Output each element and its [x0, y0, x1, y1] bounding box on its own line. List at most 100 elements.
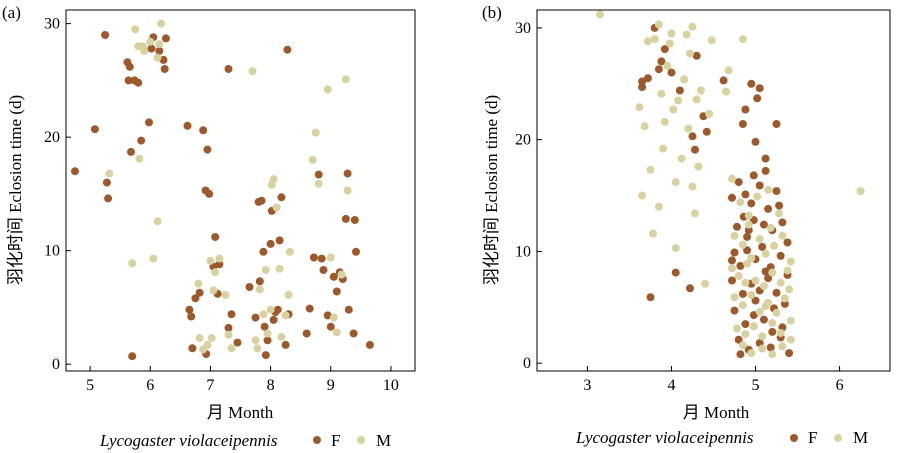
- plot-frame-a: [65, 9, 416, 372]
- point-m-b: [677, 154, 686, 163]
- point-m-b: [741, 278, 750, 287]
- point-m-b: [764, 185, 773, 194]
- point-m-a: [131, 25, 140, 34]
- point-m-b: [738, 341, 747, 350]
- y-tick-label-a: 10: [44, 243, 60, 260]
- point-m-b: [654, 202, 663, 211]
- point-f-a: [329, 272, 338, 281]
- point-f-a: [263, 336, 272, 345]
- point-f-b: [780, 299, 789, 308]
- point-m-b: [643, 37, 652, 46]
- point-m-b: [743, 259, 752, 268]
- point-f-a: [319, 266, 328, 274]
- point-f-a: [90, 125, 99, 134]
- point-m-a: [332, 328, 341, 337]
- x-tick-label-a: 6: [146, 377, 154, 394]
- panel-label-b: (b): [482, 3, 502, 22]
- point-m-b: [707, 36, 716, 45]
- point-m-b: [638, 191, 647, 200]
- point-m-b: [635, 103, 644, 112]
- point-f-a: [134, 78, 143, 87]
- point-f-a: [323, 311, 332, 320]
- point-f-a: [101, 31, 110, 39]
- legend-b: Lycogaster violaceipennis F M: [575, 428, 868, 447]
- point-f-b: [730, 306, 739, 315]
- panel-b: (b) 3 4 5 6 0 10 20 30 月 Month 羽化时间 Eclosion ti…: [482, 3, 891, 447]
- point-f-a: [104, 194, 113, 203]
- point-m-a: [155, 40, 164, 49]
- point-f-b: [751, 296, 760, 305]
- point-f-b: [733, 222, 741, 231]
- point-f-b: [772, 120, 781, 128]
- point-f-a: [160, 65, 169, 73]
- point-m-a: [207, 334, 216, 343]
- point-m-b: [654, 20, 663, 29]
- point-m-b: [671, 244, 680, 253]
- point-m-b: [733, 324, 741, 333]
- point-f-b: [775, 201, 784, 210]
- point-f-a: [155, 46, 164, 55]
- point-f-a: [227, 310, 236, 319]
- point-m-b: [730, 231, 739, 240]
- x-tick-label-a: 10: [383, 377, 399, 394]
- y-tick-label-a: 0: [52, 356, 60, 373]
- point-f-b: [744, 226, 753, 235]
- point-m-a: [128, 259, 137, 268]
- point-m-a: [251, 336, 260, 345]
- point-f-b: [749, 311, 758, 320]
- point-m-b: [775, 209, 784, 218]
- point-m-b: [691, 209, 699, 218]
- point-m-a: [203, 340, 212, 349]
- y-axis-title-b: 羽化时间 Eclosion time (d): [482, 95, 501, 285]
- point-m-b: [768, 350, 777, 359]
- x-tick-label-a: 9: [327, 377, 335, 394]
- point-f-a: [273, 305, 282, 314]
- point-m-a: [285, 247, 294, 256]
- point-m-b: [758, 332, 767, 341]
- point-m-b: [728, 264, 736, 273]
- axis-ticks-b: 3 4 5 6 0 10 20 30: [515, 20, 844, 394]
- point-m-b: [753, 192, 762, 201]
- point-f-b: [675, 86, 684, 95]
- point-m-a: [266, 305, 275, 314]
- point-m-a: [323, 85, 332, 94]
- point-f-b: [736, 350, 745, 359]
- point-f-a: [257, 196, 266, 205]
- point-f-a: [102, 178, 111, 187]
- point-f-a: [185, 305, 194, 314]
- point-f-a: [203, 145, 212, 154]
- point-m-b: [596, 10, 604, 19]
- x-tick-label-a: 5: [86, 377, 94, 394]
- point-f-b: [768, 327, 777, 336]
- point-f-b: [761, 267, 770, 276]
- point-f-a: [191, 294, 200, 303]
- point-f-b: [759, 315, 768, 324]
- point-f-b: [667, 68, 676, 77]
- point-m-b: [657, 89, 666, 98]
- point-f-a: [259, 247, 268, 256]
- point-f-a: [314, 170, 323, 179]
- point-m-a: [149, 254, 158, 263]
- point-f-a: [245, 283, 254, 291]
- point-f-b: [643, 74, 652, 83]
- point-m-a: [209, 286, 218, 295]
- point-m-b: [660, 117, 669, 126]
- point-m-b: [785, 285, 794, 294]
- point-m-b: [650, 35, 659, 44]
- point-f-a: [159, 55, 168, 64]
- point-f-b: [743, 246, 752, 255]
- point-m-b: [738, 240, 747, 249]
- point-m-b: [640, 122, 649, 131]
- point-f-b: [691, 145, 699, 154]
- point-m-a: [206, 256, 215, 265]
- point-m-b: [665, 39, 674, 48]
- legend-label-f-b: F: [808, 428, 817, 447]
- point-f-a: [352, 247, 360, 256]
- point-f-a: [161, 34, 170, 43]
- point-m-b: [744, 211, 753, 220]
- point-f-a: [124, 76, 133, 85]
- point-m-a: [105, 169, 114, 178]
- x-tick-label-a: 7: [206, 377, 214, 394]
- point-m-a: [221, 290, 230, 299]
- x-axis-title-b: 月 Month: [683, 403, 750, 422]
